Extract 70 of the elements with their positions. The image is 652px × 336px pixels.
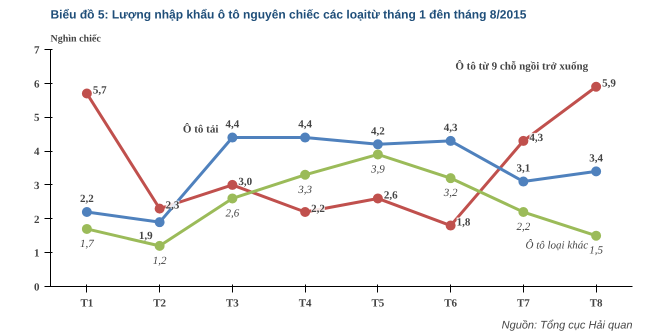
data-label: 3,4 bbox=[589, 152, 604, 164]
point bbox=[591, 230, 602, 241]
data-label: 1,2 bbox=[152, 254, 167, 267]
y-tick-label: 4 bbox=[34, 146, 40, 158]
data-label: 1,9 bbox=[138, 230, 154, 242]
data-label: 2,6 bbox=[226, 207, 240, 220]
data-label: 2,6 bbox=[384, 189, 398, 202]
data-label: 3,3 bbox=[297, 184, 312, 196]
data-label: 3,0 bbox=[238, 176, 253, 188]
data-label: 4,2 bbox=[371, 125, 386, 138]
data-label: 2,2 bbox=[311, 203, 326, 216]
data-label: 4,4 bbox=[298, 118, 312, 131]
y-tick-label: 6 bbox=[34, 78, 40, 90]
point bbox=[372, 193, 383, 204]
series-label: Ô tô từ 9 chỗ ngồi trở xuống bbox=[455, 60, 589, 73]
x-tick-label: T2 bbox=[153, 298, 167, 310]
y-tick-label: 2 bbox=[34, 214, 40, 226]
point bbox=[518, 207, 528, 218]
data-label: 1,5 bbox=[589, 244, 604, 257]
point bbox=[82, 224, 92, 234]
data-label: 3,2 bbox=[442, 187, 458, 200]
point bbox=[300, 132, 310, 143]
point bbox=[154, 204, 165, 214]
y-tick-label: 5 bbox=[34, 112, 40, 124]
point bbox=[227, 132, 238, 143]
point bbox=[82, 207, 92, 218]
point bbox=[372, 139, 383, 150]
data-label: 4,4 bbox=[226, 118, 240, 131]
point bbox=[154, 217, 165, 228]
x-tick-label: T8 bbox=[590, 298, 604, 310]
x-tick-label: T4 bbox=[298, 298, 312, 310]
point bbox=[591, 166, 602, 176]
point bbox=[518, 136, 528, 146]
y-tick-label: 0 bbox=[34, 282, 40, 294]
y-tick-label: 7 bbox=[34, 44, 40, 56]
point bbox=[591, 82, 602, 92]
x-tick-label: T6 bbox=[444, 298, 458, 310]
data-label: 1,8 bbox=[456, 216, 471, 229]
data-label: 2,3 bbox=[166, 200, 180, 212]
data-label: 4,3 bbox=[444, 122, 458, 134]
series-label: Ô tô loại khác bbox=[526, 238, 588, 252]
point bbox=[518, 176, 528, 187]
point bbox=[446, 220, 456, 231]
y-tick-label: 3 bbox=[34, 180, 40, 192]
series-label: Ô tô tải bbox=[182, 122, 218, 136]
data-label: 2,2 bbox=[516, 221, 531, 234]
data-label: 1,7 bbox=[80, 238, 94, 250]
data-label: 3,9 bbox=[370, 163, 386, 176]
x-tick-label: T1 bbox=[80, 298, 94, 310]
data-label: 3,1 bbox=[516, 162, 530, 175]
data-label: 5,7 bbox=[92, 84, 108, 97]
y-tick-label: 1 bbox=[34, 248, 40, 260]
x-tick-label: T5 bbox=[371, 298, 385, 310]
text: Nguồn: Tổng cục Hải quan bbox=[502, 320, 633, 332]
point bbox=[227, 193, 238, 204]
chart-title: Biểu đồ 5: Lượng nhập khẩu ô tô nguyên chiếc các loạitừ tháng 1 đên tháng 8/2015 bbox=[50, 8, 527, 22]
point bbox=[300, 170, 310, 180]
point bbox=[300, 207, 310, 218]
y-axis-title: Nghìn chiếc bbox=[50, 34, 102, 44]
point bbox=[372, 149, 383, 160]
point bbox=[446, 136, 456, 146]
point bbox=[154, 240, 165, 251]
data-label: 5,9 bbox=[602, 78, 616, 90]
data-label: 4,3 bbox=[529, 132, 544, 144]
x-tick-label: T7 bbox=[516, 298, 530, 310]
x-tick-label: T3 bbox=[226, 298, 240, 310]
data-label: 2,2 bbox=[80, 193, 94, 206]
point bbox=[82, 88, 92, 99]
point bbox=[227, 180, 238, 190]
point bbox=[446, 173, 456, 184]
